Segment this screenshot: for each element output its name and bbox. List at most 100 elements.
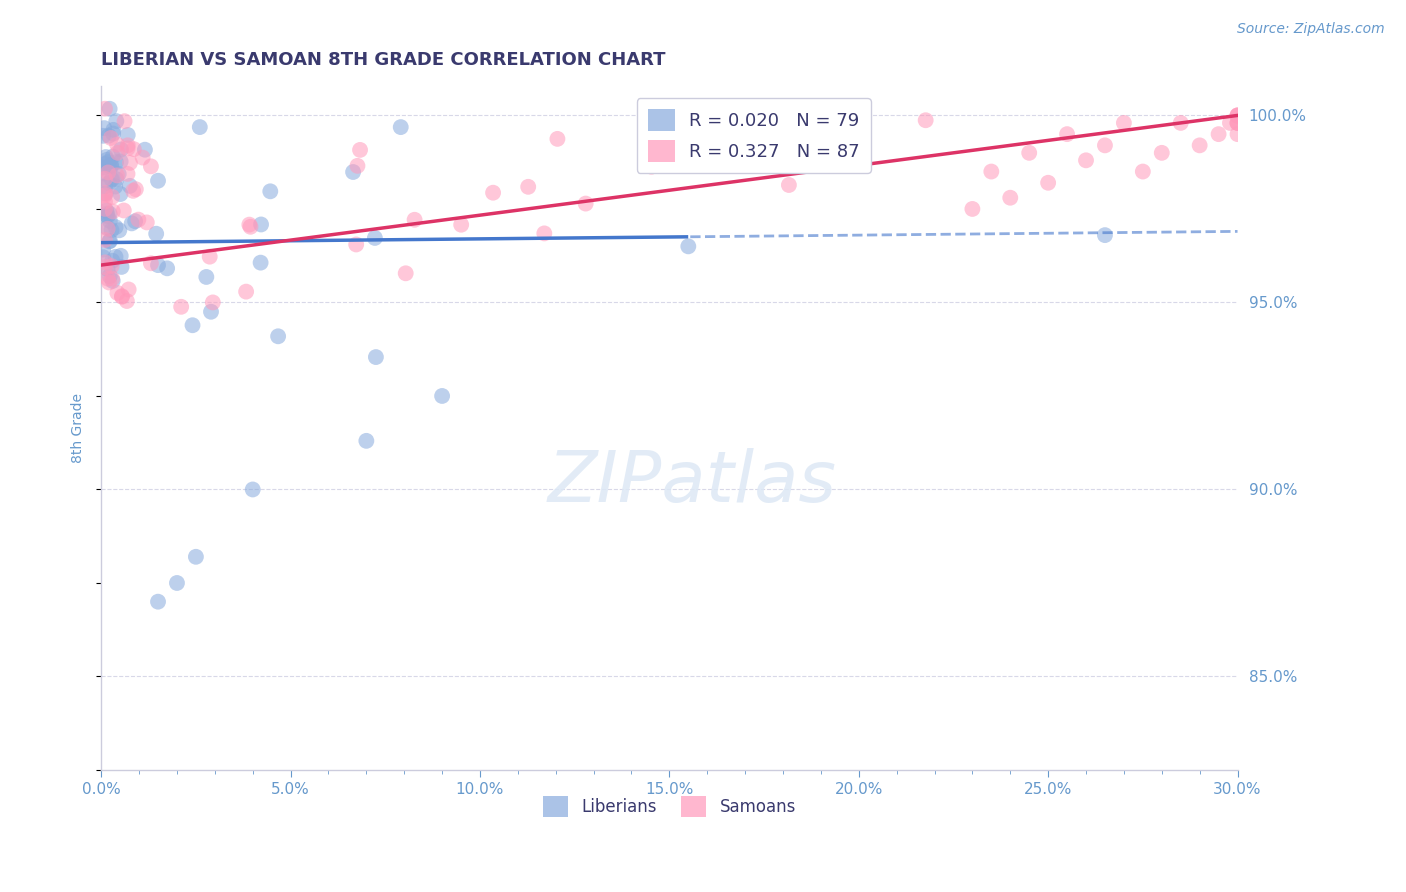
Point: [94, 186, 117, 201]
Point: [181, 318, 204, 333]
Point: [104, 250, 127, 264]
Legend: Liberians, Samoans: Liberians, Samoans: [536, 789, 803, 823]
Point: [122, 184, 145, 198]
Point: [195, 269, 218, 284]
Point: [1036, 176, 1059, 190]
Point: [93, 121, 115, 136]
Point: [105, 155, 128, 169]
Point: [98, 159, 121, 173]
Point: [117, 128, 139, 142]
Point: [94, 255, 117, 269]
Point: [1226, 127, 1249, 141]
Point: [98, 102, 121, 116]
Point: [533, 227, 555, 241]
Point: [1226, 116, 1249, 130]
Point: [259, 184, 281, 198]
Point: [342, 165, 364, 179]
Point: [1208, 127, 1230, 141]
Point: [97, 209, 120, 223]
Point: [640, 160, 662, 174]
Point: [110, 249, 132, 263]
Point: [96, 153, 118, 167]
Point: [97, 176, 120, 190]
Point: [100, 172, 122, 186]
Point: [93, 166, 115, 180]
Point: [242, 483, 264, 497]
Point: [101, 127, 124, 141]
Point: [96, 220, 118, 235]
Point: [97, 221, 120, 235]
Point: [100, 160, 122, 174]
Point: [94, 260, 117, 274]
Point: [678, 239, 700, 253]
Point: [395, 266, 418, 280]
Point: [145, 227, 167, 241]
Point: [267, 329, 290, 343]
Point: [517, 179, 540, 194]
Point: [110, 187, 132, 202]
Point: [546, 132, 568, 146]
Point: [389, 120, 412, 134]
Point: [1056, 127, 1078, 141]
Point: [111, 289, 134, 303]
Point: [108, 223, 131, 237]
Point: [430, 389, 453, 403]
Point: [844, 126, 866, 140]
Point: [915, 4, 938, 18]
Point: [98, 276, 121, 290]
Point: [100, 158, 122, 172]
Point: [107, 167, 129, 181]
Point: [97, 271, 120, 285]
Point: [96, 208, 118, 222]
Point: [94, 179, 117, 194]
Point: [184, 549, 207, 564]
Point: [100, 223, 122, 237]
Point: [94, 188, 117, 202]
Point: [1170, 116, 1192, 130]
Point: [121, 216, 143, 230]
Point: [101, 204, 124, 219]
Point: [105, 137, 128, 152]
Point: [1219, 116, 1241, 130]
Point: [778, 178, 800, 192]
Point: [1226, 108, 1249, 122]
Point: [105, 172, 128, 186]
Point: [239, 219, 262, 234]
Point: [344, 237, 367, 252]
Point: [96, 203, 118, 218]
Point: [346, 159, 368, 173]
Point: [100, 131, 122, 145]
Point: [98, 214, 121, 228]
Point: [166, 576, 188, 591]
Point: [914, 113, 936, 128]
Point: [249, 255, 271, 269]
Point: [104, 220, 127, 235]
Point: [112, 203, 135, 218]
Point: [98, 269, 121, 284]
Point: [170, 300, 193, 314]
Point: [94, 171, 117, 186]
Point: [146, 595, 169, 609]
Point: [1226, 108, 1249, 122]
Point: [107, 145, 129, 160]
Point: [117, 167, 139, 181]
Point: [100, 259, 122, 273]
Point: [97, 155, 120, 169]
Point: [94, 150, 117, 164]
Point: [110, 143, 132, 157]
Point: [860, 42, 883, 56]
Point: [115, 293, 138, 308]
Point: [104, 179, 127, 194]
Point: [97, 165, 120, 179]
Point: [1112, 116, 1135, 130]
Text: Source: ZipAtlas.com: Source: ZipAtlas.com: [1237, 22, 1385, 37]
Point: [188, 120, 211, 134]
Point: [1150, 145, 1173, 160]
Point: [94, 233, 117, 247]
Point: [103, 123, 125, 137]
Point: [349, 143, 371, 157]
Point: [111, 290, 134, 304]
Point: [117, 138, 139, 153]
Point: [1132, 164, 1154, 178]
Point: [980, 164, 1002, 178]
